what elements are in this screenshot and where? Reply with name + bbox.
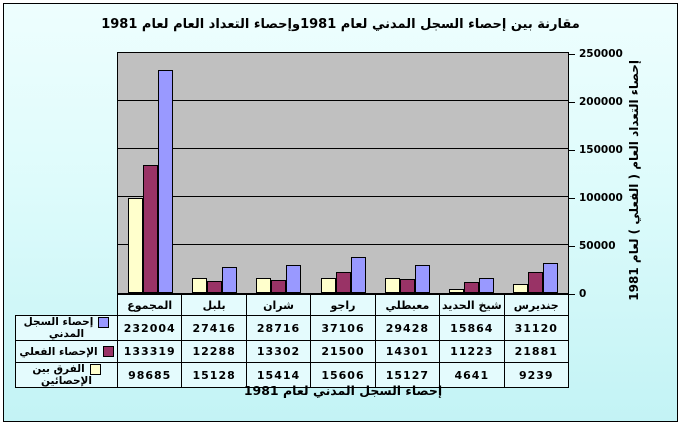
bar-الإحصاء الفعلي-بلبل	[207, 281, 222, 293]
row-label-الإحصاء الفعلي: الإحصاء الفعلي	[15, 340, 118, 363]
value-cell: 11223	[439, 340, 505, 363]
gridline	[118, 148, 568, 149]
table-blank-cell	[16, 295, 118, 316]
value-cell: 12288	[181, 340, 247, 363]
data-table-region: المجموع بلبل شران راجو معبطلي شيخ الحديد جندير…	[15, 294, 570, 388]
category-header-راجو: راجو	[310, 294, 376, 316]
y-axis-tick-label: 0	[579, 288, 587, 300]
chart-data-table: المجموع بلبل شران راجو معبطلي شيخ الحديد جندير…	[15, 294, 570, 388]
chart-frame: مقارنة بين إحصاء السجل المدني لعام 1981و…	[3, 3, 678, 422]
value-cell: 28716	[245, 315, 312, 341]
bar-إحصاء السجل المدني-شران	[286, 265, 301, 293]
bar-الفرق بين الإحصائين-بلبل	[192, 278, 207, 293]
legend-key-icon	[102, 346, 114, 357]
category-header-شيخ الحديد: شيخ الحديد	[439, 294, 505, 316]
bar-الإحصاء الفعلي-شيخ الحديد	[464, 282, 479, 293]
value-cell: 31120	[503, 315, 570, 341]
y-axis-tick-mark	[569, 294, 575, 295]
chart-title: مقارنة بين إحصاء السجل المدني لعام 1981و…	[101, 17, 580, 32]
value-cell: 15606	[310, 362, 376, 388]
gridline	[118, 196, 568, 197]
bar-الفرق بين الإحصائين-جنديرس	[513, 284, 528, 293]
bar-الفرق بين الإحصائين-راجو	[321, 278, 336, 293]
bar-الفرق بين الإحصائين-معبطلي	[385, 278, 400, 293]
value-cell: 4641	[439, 362, 505, 388]
y-axis-tick-mark	[569, 54, 575, 55]
y-axis-tick-label: 50000	[579, 240, 616, 252]
y-axis-tick-label: 200000	[579, 96, 623, 108]
row-label-إحصاء السجل المدني: إحصاء السجل المدني	[15, 315, 118, 341]
value-cell: 21881	[503, 340, 570, 363]
value-cell: 133319	[116, 340, 183, 363]
y-axis-tick-mark	[569, 246, 575, 247]
bar-إحصاء السجل المدني-المجموع	[158, 70, 173, 293]
value-cell: 98685	[116, 362, 183, 388]
bar-الإحصاء الفعلي-المجموع	[143, 165, 158, 293]
bar-إحصاء السجل المدني-جنديرس	[543, 263, 558, 293]
bar-الإحصاء الفعلي-شران	[271, 280, 286, 293]
bar-الفرق بين الإحصائين-شران	[256, 278, 271, 293]
table-row: الفرق بين الإحصائين 98685 15128 15414 15606 1…	[15, 362, 570, 388]
value-cell: 29428	[374, 315, 441, 341]
bar-إحصاء السجل المدني-بلبل	[222, 267, 237, 293]
bar-الإحصاء الفعلي-معبطلي	[400, 279, 415, 293]
gridline	[118, 100, 568, 101]
legend-key-icon	[89, 363, 101, 375]
bar-إحصاء السجل المدني-شيخ الحديد	[479, 278, 494, 293]
value-cell: 15864	[439, 315, 505, 341]
table-row: إحصاء السجل المدني 232004 27416 28716 37106 2…	[15, 315, 570, 341]
value-cell: 14301	[374, 340, 441, 363]
category-header-شران: شران	[245, 294, 312, 316]
legend-key-icon	[98, 316, 110, 328]
value-cell: 232004	[116, 315, 183, 341]
category-header-بلبل: بلبل	[181, 294, 247, 316]
plot-area	[117, 52, 569, 294]
value-cell: 15414	[245, 362, 312, 388]
bar-الفرق بين الإحصائين-المجموع	[128, 198, 143, 293]
value-cell: 15127	[374, 362, 441, 388]
bar-إحصاء السجل المدني-معبطلي	[415, 265, 430, 293]
row-label-text: الإحصاء الفعلي	[19, 345, 98, 358]
category-header-معبطلي: معبطلي	[374, 294, 441, 316]
value-cell: 37106	[310, 315, 376, 341]
y-axis-tick-mark	[569, 102, 575, 103]
row-label-الفرق بين الإحصائين: الفرق بين الإحصائين	[15, 362, 118, 388]
category-header-جنديرس: جنديرس	[503, 294, 570, 316]
value-cell: 21500	[310, 340, 376, 363]
row-label-text: الفرق بين الإحصائين	[32, 363, 92, 387]
value-cell: 27416	[181, 315, 247, 341]
y-axis-tick-label: 100000	[579, 192, 623, 204]
value-cell: 15128	[181, 362, 247, 388]
y-axis-title: إحصاء التعداد العام ( الفعلي ) لعام 1981	[627, 60, 641, 301]
y-axis-tick-mark	[569, 150, 575, 151]
bar-إحصاء السجل المدني-راجو	[351, 257, 366, 293]
gridline	[118, 244, 568, 245]
table-row: الإحصاء الفعلي 133319 12288 13302 21500 14301…	[15, 340, 570, 363]
bar-الفرق بين الإحصائين-شيخ الحديد	[449, 289, 464, 293]
category-header-المجموع: المجموع	[116, 294, 183, 316]
y-axis-tick-mark	[569, 198, 575, 199]
value-cell: 9239	[503, 362, 570, 388]
y-axis-tick-label: 250000	[579, 48, 623, 60]
y-axis-tick-label: 150000	[579, 144, 623, 156]
row-label-text: إحصاء السجل المدني	[23, 316, 94, 340]
value-cell: 13302	[245, 340, 312, 363]
bar-الإحصاء الفعلي-راجو	[336, 272, 351, 293]
x-axis-title: إحصاء السجل المدني لعام 1981	[243, 383, 443, 398]
bar-الإحصاء الفعلي-جنديرس	[528, 272, 543, 293]
